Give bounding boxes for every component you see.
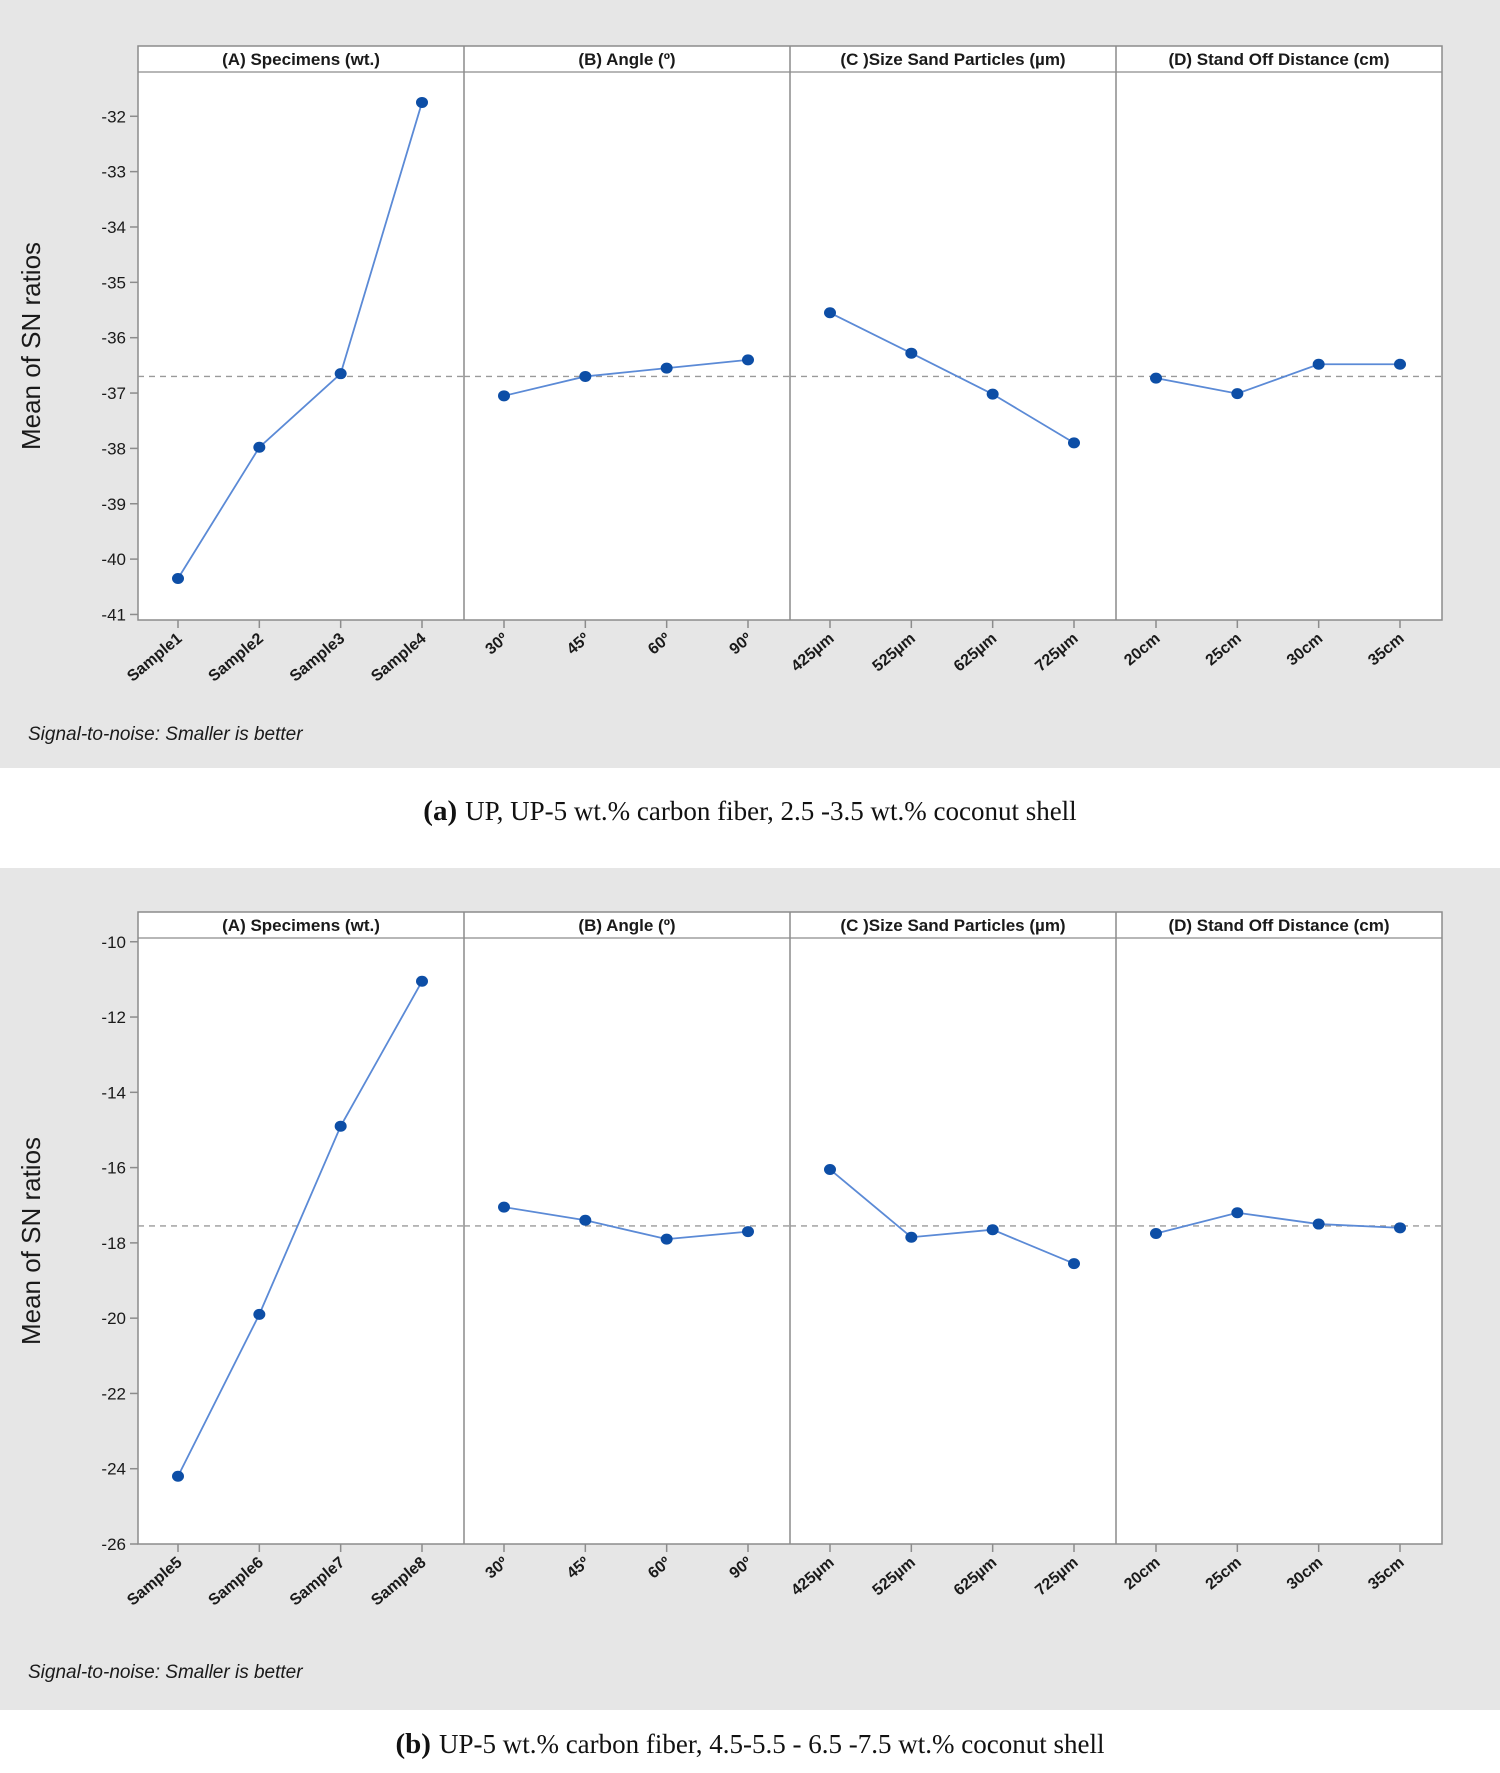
data-point [1312, 358, 1325, 370]
y-tick-label: -35 [101, 273, 126, 292]
chart-note: Signal-to-noise: Smaller is better [28, 724, 303, 745]
y-tick-label: -14 [101, 1083, 126, 1102]
caption-a: (a) UP, UP-5 wt.% carbon fiber, 2.5 -3.5 … [0, 795, 1500, 828]
data-point [416, 975, 428, 987]
y-tick-label: -24 [101, 1460, 126, 1479]
data-point [172, 572, 184, 584]
panel-title: (B) Angle (º) [578, 916, 675, 935]
data-point [498, 1201, 510, 1213]
y-tick-label: -18 [101, 1234, 126, 1253]
data-point [253, 441, 266, 453]
data-point [579, 1214, 592, 1226]
series-line [503, 358, 749, 397]
y-tick-label: -34 [101, 218, 126, 237]
caption-b: (b) UP-5 wt.% carbon fiber, 4.5-5.5 - 6.5… [0, 1728, 1500, 1761]
y-axis-label: Mean of SN ratios [16, 242, 46, 450]
y-tick-label: -38 [101, 439, 126, 458]
y-tick-label: -20 [101, 1309, 126, 1328]
y-tick-label: -41 [101, 605, 126, 624]
series-line [1155, 1211, 1401, 1235]
main-effects-chart-a: -41 -40 -39 -38 -37 -36 -35 -34 -33 -32 Mean of SN… [0, 0, 1500, 768]
data-point [742, 1226, 754, 1238]
data-point [824, 1163, 836, 1175]
data-point [1394, 358, 1406, 370]
caption-a-text: UP, UP-5 wt.% carbon fiber, 2.5 -3.5 wt.… [465, 796, 1077, 826]
caption-b-tag: (b) [395, 1728, 431, 1760]
y-tick-label: -40 [101, 550, 126, 569]
data-point [1394, 1222, 1406, 1234]
data-point [824, 307, 836, 319]
data-point [905, 1231, 918, 1243]
y-tick-label: -36 [101, 329, 126, 348]
panel-title: (A) Specimens (wt.) [222, 916, 380, 935]
y-tick-label: -37 [101, 384, 126, 403]
y-tick-label: -22 [101, 1384, 126, 1403]
data-point [986, 388, 999, 400]
y-tick-label: -10 [101, 933, 126, 952]
data-point [1150, 1227, 1162, 1239]
panel-title: (C )Size Sand Particles (µm) [840, 916, 1065, 935]
data-point [1150, 372, 1162, 384]
series-line [829, 311, 1075, 444]
series-line [503, 1206, 749, 1241]
data-point [660, 1233, 673, 1245]
series-line [829, 1168, 1075, 1265]
data-point [498, 390, 510, 402]
y-tick-label: -12 [101, 1008, 126, 1027]
main-effects-chart-b: -26 -24 -22 -20 -18 -16 -14 -12 -10 Mean of SN ra… [0, 868, 1500, 1710]
data-point [1231, 388, 1244, 400]
y-tick-label: -26 [101, 1535, 126, 1554]
panel-title: (D) Stand Off Distance (cm) [1168, 916, 1389, 935]
panel-title: (C )Size Sand Particles (µm) [840, 50, 1065, 69]
data-point [1068, 1258, 1080, 1270]
data-point [986, 1224, 999, 1236]
series-line [177, 102, 423, 579]
caption-b-text: UP-5 wt.% carbon fiber, 4.5-5.5 - 6.5 -7… [438, 1729, 1105, 1759]
data-point [416, 96, 428, 108]
panel-title: (A) Specimens (wt.) [222, 50, 380, 69]
data-point [579, 370, 592, 382]
y-tick-label: -33 [101, 163, 126, 182]
figure-b: -26 -24 -22 -20 -18 -16 -14 -12 -10 Mean of SN ra… [0, 868, 1500, 1710]
data-point [334, 368, 347, 380]
data-point [253, 1308, 266, 1320]
data-point [1312, 1218, 1325, 1230]
data-point [742, 354, 754, 366]
series-line [177, 980, 423, 1477]
series-line [1155, 363, 1400, 395]
data-point [334, 1120, 347, 1132]
y-tick-label: -16 [101, 1159, 126, 1178]
panel-title: (D) Stand Off Distance (cm) [1168, 50, 1389, 69]
data-point [172, 1470, 184, 1482]
y-axis-label: Mean of SN ratios [16, 1137, 46, 1345]
y-tick-label: -32 [101, 107, 126, 126]
data-point [660, 362, 673, 374]
chart-note: Signal-to-noise: Smaller is better [28, 1662, 303, 1683]
y-tick-label: -39 [101, 495, 126, 514]
figure-a: -41 -40 -39 -38 -37 -36 -35 -34 -33 -32 Mean of SN… [0, 0, 1500, 775]
panel-title: (B) Angle (º) [578, 50, 675, 69]
data-point [905, 347, 918, 359]
caption-a-tag: (a) [423, 795, 458, 827]
data-point [1068, 437, 1080, 449]
data-point [1231, 1207, 1244, 1219]
